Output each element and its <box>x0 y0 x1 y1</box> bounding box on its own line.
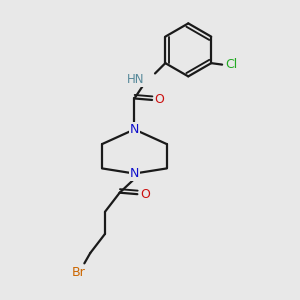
Text: N: N <box>130 167 139 180</box>
Text: O: O <box>140 188 150 201</box>
Text: HN: HN <box>127 73 145 86</box>
Text: N: N <box>130 123 139 136</box>
Text: O: O <box>154 93 164 106</box>
Text: Br: Br <box>72 266 85 279</box>
Text: Cl: Cl <box>225 58 237 71</box>
